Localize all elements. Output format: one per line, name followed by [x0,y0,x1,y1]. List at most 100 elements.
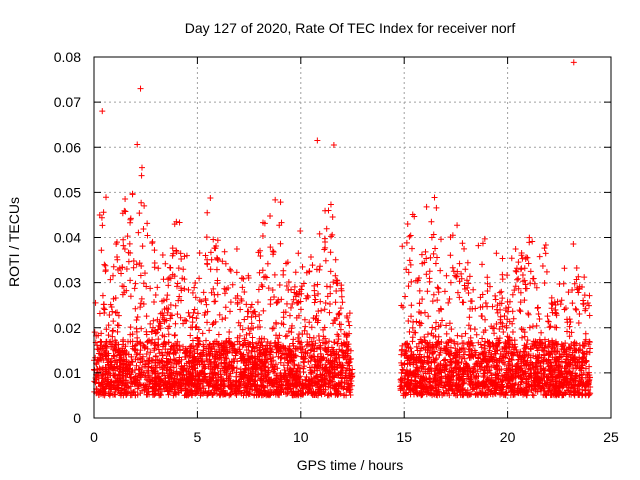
data-point [129,380,136,387]
data-point [460,351,467,358]
data-point [201,371,208,378]
data-point [262,345,269,352]
data-point [271,293,278,300]
data-point [415,368,422,375]
data-point [347,386,354,393]
data-point [115,386,122,393]
data-point [217,381,224,388]
data-point [290,357,297,364]
data-point [532,377,539,384]
data-point [536,336,543,343]
data-point [152,342,159,349]
data-point [281,375,288,382]
data-point [283,260,290,267]
data-point [493,250,500,257]
data-point [417,357,424,364]
data-point [320,339,327,346]
data-point [135,366,142,373]
data-point [403,239,410,246]
data-point [427,254,434,261]
data-point [511,346,518,353]
data-point [327,249,334,256]
data-point [229,281,236,288]
data-point [460,345,467,352]
data-point [474,368,481,375]
data-point [579,386,586,393]
data-point [332,299,339,306]
data-point [134,141,141,148]
data-point [526,234,533,241]
data-point [544,313,551,320]
data-point [443,379,450,386]
data-point [423,375,430,382]
data-point [153,383,160,390]
data-point [101,261,108,268]
data-point [163,296,170,303]
data-point [506,361,513,368]
data-point [344,359,351,366]
data-point [469,386,476,393]
data-point [511,341,518,348]
data-point [434,297,441,304]
data-point [179,275,186,282]
data-point [178,297,185,304]
data-point [227,385,234,392]
data-point [432,377,439,384]
data-point [105,332,112,339]
data-point [101,384,108,391]
data-point [518,365,525,372]
data-point [181,316,188,323]
data-point [153,356,160,363]
data-point [109,328,116,335]
data-point [566,344,573,351]
data-point [141,343,148,350]
data-point [459,384,466,391]
data-point [344,352,351,359]
data-point [268,389,275,396]
data-point [311,282,318,289]
data-point [120,336,127,343]
data-point [99,352,106,359]
data-point [432,245,439,252]
data-point [305,388,312,395]
data-point [103,368,110,375]
data-point [581,292,588,299]
data-point [336,362,343,369]
data-point [203,234,210,241]
data-point [91,329,98,336]
data-point [418,392,425,399]
data-point [144,232,151,239]
data-point [258,376,265,383]
data-point [336,310,343,317]
data-point [144,357,151,364]
data-point [244,352,251,359]
data-point [192,324,199,331]
data-point [430,291,437,298]
data-point [512,267,519,274]
data-point [119,361,126,368]
data-point [109,272,116,279]
x-tick-label: 25 [603,429,619,445]
data-point [115,347,122,354]
data-point [462,330,469,337]
data-point [507,349,514,356]
data-point [315,332,322,339]
data-point [342,372,349,379]
data-point [278,219,285,226]
data-point [190,309,197,316]
data-point [339,299,346,306]
data-point [573,306,580,313]
data-point [98,330,105,337]
data-point [286,343,293,350]
data-point [255,340,262,347]
data-point [202,309,209,316]
data-point [262,351,269,358]
data-point [207,358,214,365]
data-point [433,355,440,362]
data-point [317,263,324,270]
data-point [160,363,167,370]
data-point [152,292,159,299]
data-point [207,346,214,353]
data-point [260,307,267,314]
data-point [204,209,211,216]
